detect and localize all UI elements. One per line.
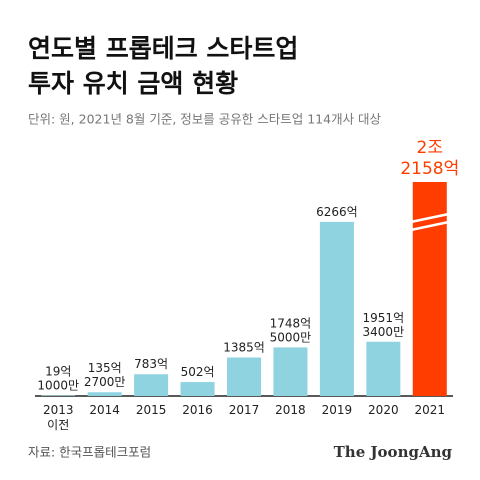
bar: [41, 395, 76, 396]
value-label-line: 5000만: [270, 330, 312, 344]
value-label-line: 6266억: [316, 204, 358, 218]
value-label-line: 135억: [88, 361, 122, 375]
value-label: 1951억 3400만: [363, 310, 405, 338]
x-tick-label-line: 2017: [229, 403, 260, 417]
x-tick-label: 2017: [229, 403, 260, 417]
bar: [134, 374, 169, 396]
bar: [412, 182, 447, 396]
value-label: 2조 2158억: [400, 138, 459, 179]
x-tick-label: 2014: [89, 403, 120, 417]
value-label-line: 1000만: [37, 378, 79, 392]
value-label-line: 2조: [417, 138, 443, 158]
bar: [87, 392, 122, 396]
value-label: 19억 1000만: [37, 364, 79, 392]
x-tick-label: 2015: [136, 403, 167, 417]
x-tick-label: 2018: [275, 403, 306, 417]
x-tick-label-line: 2013: [43, 403, 74, 417]
x-tick-label: 2020: [368, 403, 399, 417]
value-label-line: 19억: [45, 364, 71, 378]
value-label: 1748억 5000만: [270, 316, 312, 344]
chart-title: 연도별 프롭테크 스타트업: [28, 34, 298, 63]
value-label: 1385억: [223, 340, 265, 354]
value-label: 783억: [134, 357, 168, 371]
x-tick-label-line: 2018: [275, 403, 306, 417]
x-tick-label: 2019: [322, 403, 353, 417]
x-tick-label-line: 2016: [182, 403, 213, 417]
value-label: 135억 2700만: [84, 361, 126, 389]
x-tick-label-line: 2021: [415, 403, 446, 417]
x-tick-label-line: 이전: [47, 418, 69, 432]
value-label-line: 2158억: [400, 159, 459, 179]
value-label-line: 2700만: [84, 375, 126, 389]
bar: [180, 382, 215, 396]
x-tick-label: 2013 이전: [43, 403, 74, 432]
value-label: 502억: [181, 365, 215, 379]
chart-subtitle: 단위: 원, 2021년 8월 기준, 정보를 공유한 스타트업 114개사 대…: [28, 112, 382, 127]
chart-title: 투자 유치 금액 현황: [28, 69, 238, 98]
x-tick-label-line: 2014: [89, 403, 120, 417]
bar: [319, 221, 354, 396]
x-tick-label-line: 2019: [322, 403, 353, 417]
axis-break: [410, 220, 450, 232]
value-label-line: 1385억: [223, 340, 265, 354]
value-label-line: 1951억: [363, 310, 405, 324]
x-tick-label: 2016: [182, 403, 213, 417]
value-label-line: 502억: [181, 365, 215, 379]
brand: The JoongAng: [334, 443, 453, 461]
value-label-line: 783억: [134, 357, 168, 371]
x-tick-label-line: 2020: [368, 403, 399, 417]
value-label-line: 1748억: [270, 316, 312, 330]
value-label-line: 3400만: [363, 324, 405, 338]
x-tick-label-line: 2015: [136, 403, 167, 417]
bar: [273, 347, 308, 396]
bar: [366, 341, 401, 396]
value-label: 6266억: [316, 204, 358, 218]
axis-break: [410, 212, 450, 224]
x-tick-label: 2021: [415, 403, 446, 417]
bar: [227, 357, 261, 396]
source: 자료: 한국프롭테크포럼: [28, 445, 151, 460]
